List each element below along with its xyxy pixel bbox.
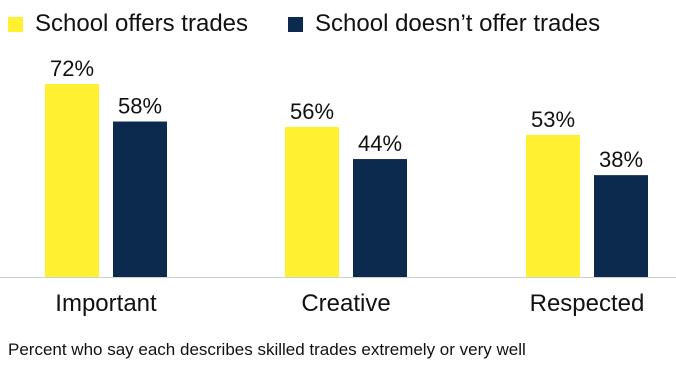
legend-swatch-offers [8,16,23,32]
data-label-important-doesnt-offer: 58% [118,94,162,119]
bar-creative-offers [285,126,339,277]
legend-item-doesnt-offer: School doesn’t offer trades [288,10,600,38]
x-tick-label-important: Important [55,290,157,317]
data-label-respected-offers: 53% [531,107,575,132]
legend-swatch-doesnt-offer [288,16,304,32]
x-tick-label-respected: Respected [530,290,645,317]
bar-important-offers [45,84,99,277]
legend-item-offers: School offers trades [8,10,248,38]
bar-important-doesnt-offer [113,121,167,278]
data-label-creative-doesnt-offer: 44% [358,131,402,156]
bar-respected-doesnt-offer [594,175,648,277]
chart-legend: School offers trades School doesn’t offe… [8,4,672,44]
data-label-creative-offers: 56% [290,99,334,124]
bar-creative-doesnt-offer [353,159,407,277]
bar-chart: 72% 58% Important 56% 44% Creative 53% 38% Respe… [0,56,676,317]
data-label-important-offers: 72% [50,56,94,81]
chart-note: Percent who say each describes skilled t… [8,340,526,359]
data-label-respected-doesnt-offer: 38% [599,147,643,172]
legend-label-doesnt-offer: School doesn’t offer trades [315,10,601,37]
legend-label-offers: School offers trades [35,10,249,37]
bar-respected-offers [526,134,580,277]
x-tick-label-creative: Creative [301,290,390,317]
